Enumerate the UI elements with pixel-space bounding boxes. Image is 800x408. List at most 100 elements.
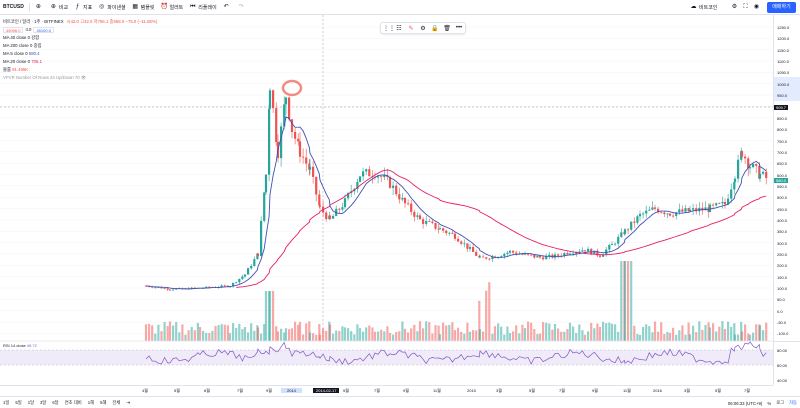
financials-icon: ◎: [99, 3, 105, 10]
pen-color-icon[interactable]: ✎: [408, 25, 414, 32]
candle-body: [530, 254, 533, 256]
volume-bar: [701, 329, 704, 341]
ma-value: 705.1: [31, 59, 42, 64]
ma-row-4[interactable]: MA 20 close 0 705.1: [3, 58, 157, 66]
settings-button[interactable]: ⚙: [731, 0, 740, 15]
vpvr-row[interactable]: VPVR Number Of Rows 24 Up/Down 70 👁: [3, 74, 157, 82]
ask-price[interactable]: 45100.0: [33, 27, 54, 33]
replay-button[interactable]: ⏮ 리플레이: [186, 0, 219, 15]
template-icon[interactable]: ☷: [396, 25, 402, 32]
volume-bar: [205, 332, 208, 341]
candle-body: [332, 215, 335, 219]
more-icon[interactable]: •••: [455, 25, 463, 31]
volume-bar: [365, 327, 368, 341]
candle-body: [368, 169, 371, 177]
price-tick: 600.0: [777, 172, 788, 178]
candle-body: [383, 175, 386, 178]
price-scale[interactable]: 1250.0 1200.0 1150.0 1100.0 1050.0 1000.0 950.…: [773, 15, 800, 341]
ma-row-1[interactable]: MA 40 close 0 강함: [3, 34, 157, 42]
ma-row-3[interactable]: MA 5 close 0 580.4: [3, 50, 157, 58]
range-1y[interactable]: 1해: [87, 399, 95, 405]
range-1m[interactable]: 1달: [27, 399, 35, 405]
camera-button[interactable]: ◉: [753, 0, 762, 15]
volume-bar: [341, 326, 344, 341]
log-toggle[interactable]: 로그: [776, 400, 785, 405]
settings-icon[interactable]: ⚙: [420, 25, 426, 32]
redo-button[interactable]: ↷: [235, 0, 250, 15]
symbol-legend-row[interactable]: 비트코인 / 달러 · 1주 · BITFINEX 시42.0 고42.0 저7…: [3, 18, 157, 26]
candle-body: [235, 282, 238, 284]
volume-bar: [610, 323, 614, 341]
compare-button[interactable]: ⊕ 비교: [47, 0, 71, 15]
range-all[interactable]: 전체: [112, 399, 121, 405]
candle-body: [416, 215, 419, 217]
volume-bar: [723, 329, 727, 341]
layout-selector[interactable]: ☁ 비트코인: [690, 0, 718, 15]
candle-body: [737, 159, 740, 179]
lock-icon[interactable]: 🔒: [431, 25, 439, 32]
range-1d[interactable]: 1일: [3, 399, 10, 405]
candle-body: [308, 166, 312, 170]
time-tick: 2014: [281, 388, 302, 393]
candle-body: [241, 276, 244, 279]
volume-bar: [488, 282, 491, 341]
volume-bar: [712, 323, 715, 341]
volume-label: 볼륨: [3, 67, 11, 72]
percent-toggle[interactable]: %: [767, 400, 772, 406]
volume-bar: [178, 332, 181, 341]
volume-bar: [497, 323, 500, 341]
range-ytd[interactable]: 연초 대비: [64, 399, 82, 405]
candle-body: [610, 244, 614, 245]
range-6m[interactable]: 6달: [52, 399, 59, 405]
ma-label: MA 200 close 0: [3, 43, 33, 48]
volume-bar: [578, 324, 581, 341]
candle-body: [663, 212, 666, 215]
undo-button[interactable]: ↶: [220, 0, 235, 15]
volume-bar: [493, 326, 497, 341]
eye-icon[interactable]: 👁: [80, 75, 87, 80]
volume-bar: [260, 333, 263, 341]
trash-icon[interactable]: 🗑: [443, 25, 451, 32]
templates-button[interactable]: ▦ 템플릿: [129, 0, 158, 15]
candle-body: [583, 250, 587, 252]
clock[interactable]: 06:06:33 (UTC+9): [727, 400, 763, 406]
add-symbol-button[interactable]: ⊕: [32, 0, 47, 15]
volume-bar: [572, 326, 575, 341]
rsi-band: [0, 350, 773, 365]
range-5y[interactable]: 5해: [100, 399, 107, 405]
alert-button[interactable]: ⏰ 얼러트: [157, 0, 186, 15]
financials-button[interactable]: ◎ 파이낸셜: [95, 0, 128, 15]
rsi-legend[interactable]: RSI 14 close 49.72: [3, 343, 37, 348]
price-tick: 1000.0: [777, 81, 790, 87]
volume-bar: [687, 322, 690, 341]
volume-bar: [538, 333, 542, 341]
highlight-circle-drawing: [281, 79, 303, 97]
time-axis[interactable]: 4월 5월 6월 7월 9월 2014 2014-02-17 5월 7월 9월 11월 2015 3월 5…: [0, 385, 773, 395]
undo-icon: ↶: [223, 3, 229, 10]
fullscreen-button[interactable]: ⛶: [742, 0, 751, 15]
goto-date-icon[interactable]: ⇥: [126, 399, 130, 405]
drag-handle-icon[interactable]: ⋮⋮: [383, 25, 395, 32]
volume-bar: [472, 330, 475, 341]
volume-bar: [422, 328, 425, 341]
bid-price[interactable]: 45096.0: [3, 27, 24, 33]
rsi-scale[interactable]: 80.00 60.00 40.00: [773, 341, 800, 385]
volume-bar: [302, 334, 305, 341]
volume-bar: [748, 334, 752, 341]
symbol-search[interactable]: BTCUSD: [0, 0, 27, 15]
indicators-button[interactable]: ƒ 지표: [71, 0, 95, 15]
range-3m[interactable]: 3달: [40, 399, 47, 405]
ma-row-2[interactable]: MA 200 close 0 중립: [3, 42, 157, 50]
auto-toggle[interactable]: 자동: [789, 400, 797, 405]
range-5d[interactable]: 5일: [15, 399, 22, 405]
volume-bar: [602, 321, 605, 341]
price-chart[interactable]: [0, 15, 773, 397]
candle-body: [223, 285, 226, 287]
volume-row[interactable]: 볼륨 91.495K: [3, 66, 157, 74]
candle-body: [283, 104, 286, 127]
trade-button[interactable]: 매매하기: [767, 2, 796, 13]
ma-label: MA 20 close 0: [3, 59, 30, 64]
volume-bar: [362, 331, 365, 341]
candle-body: [256, 253, 260, 256]
volume-bar: [151, 325, 154, 341]
